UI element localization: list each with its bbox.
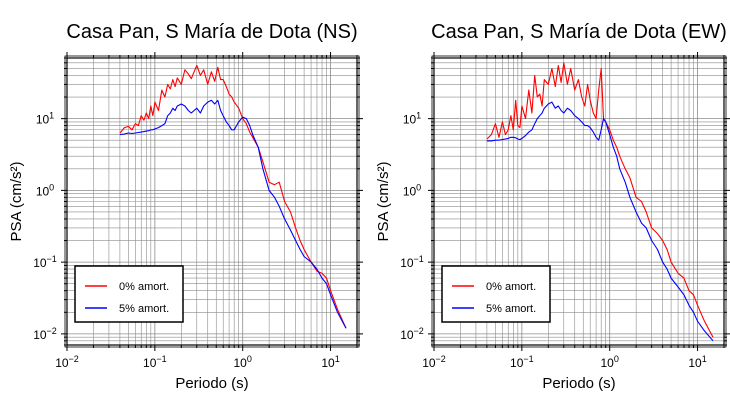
y-tick-label: 10−2 (400, 326, 424, 342)
y-tick-label: 10−2 (33, 326, 57, 342)
plot-frame-outer (64, 55, 360, 348)
legend-label: 0% amort. (486, 281, 536, 293)
legend: 0% amort. 5% amort. (74, 265, 184, 323)
y-tick-label: 10−1 (400, 254, 424, 270)
legend-box (441, 265, 551, 323)
x-tick-label: 100 (601, 354, 619, 370)
series-line-red (119, 64, 347, 329)
y-axis-label: PSA (cm/s²) (375, 161, 392, 241)
y-tick-label: 101 (403, 111, 421, 127)
x-tick-label: 101 (321, 354, 339, 370)
series-line-blue (486, 101, 714, 342)
plot-frame-outer (431, 55, 727, 348)
chart-panel-2: Casa Pan, S María de Dota (EW) 10−2 10−1 10… (375, 21, 730, 392)
legend-label: 5% amort. (119, 303, 169, 315)
x-axis-label: Periodo (s) (542, 375, 615, 392)
legend-box (74, 265, 184, 323)
y-axis-label: PSA (cm/s²) (8, 161, 25, 241)
legend-label: 5% amort. (486, 303, 536, 315)
x-axis-label: Periodo (s) (175, 375, 248, 392)
series-group (486, 62, 714, 342)
x-tick-label: 10−2 (422, 354, 446, 370)
x-tick-label: 10−1 (143, 354, 167, 370)
series-line-red (486, 62, 714, 338)
x-tick-label: 100 (234, 354, 252, 370)
series-group (119, 64, 347, 329)
chart-title: Casa Pan, S María de Dota (EW) (431, 21, 727, 43)
legend: 0% amort. 5% amort. (441, 265, 551, 323)
chart-panel-1: Casa Pan, S María de Dota (NS) 10−2 10−1 10… (8, 21, 363, 392)
y-tick-label: 10−1 (33, 254, 57, 270)
y-tick-label: 100 (403, 182, 421, 198)
y-tick-label: 100 (36, 182, 54, 198)
series-line-blue (119, 99, 347, 329)
x-tick-label: 101 (688, 354, 706, 370)
x-tick-label: 10−1 (510, 354, 534, 370)
chart-title: Casa Pan, S María de Dota (NS) (66, 21, 357, 43)
plot-frame (433, 57, 725, 346)
y-tick-label: 101 (36, 111, 54, 127)
legend-label: 0% amort. (119, 281, 169, 293)
plot-frame (66, 57, 358, 346)
x-tick-label: 10−2 (55, 354, 79, 370)
